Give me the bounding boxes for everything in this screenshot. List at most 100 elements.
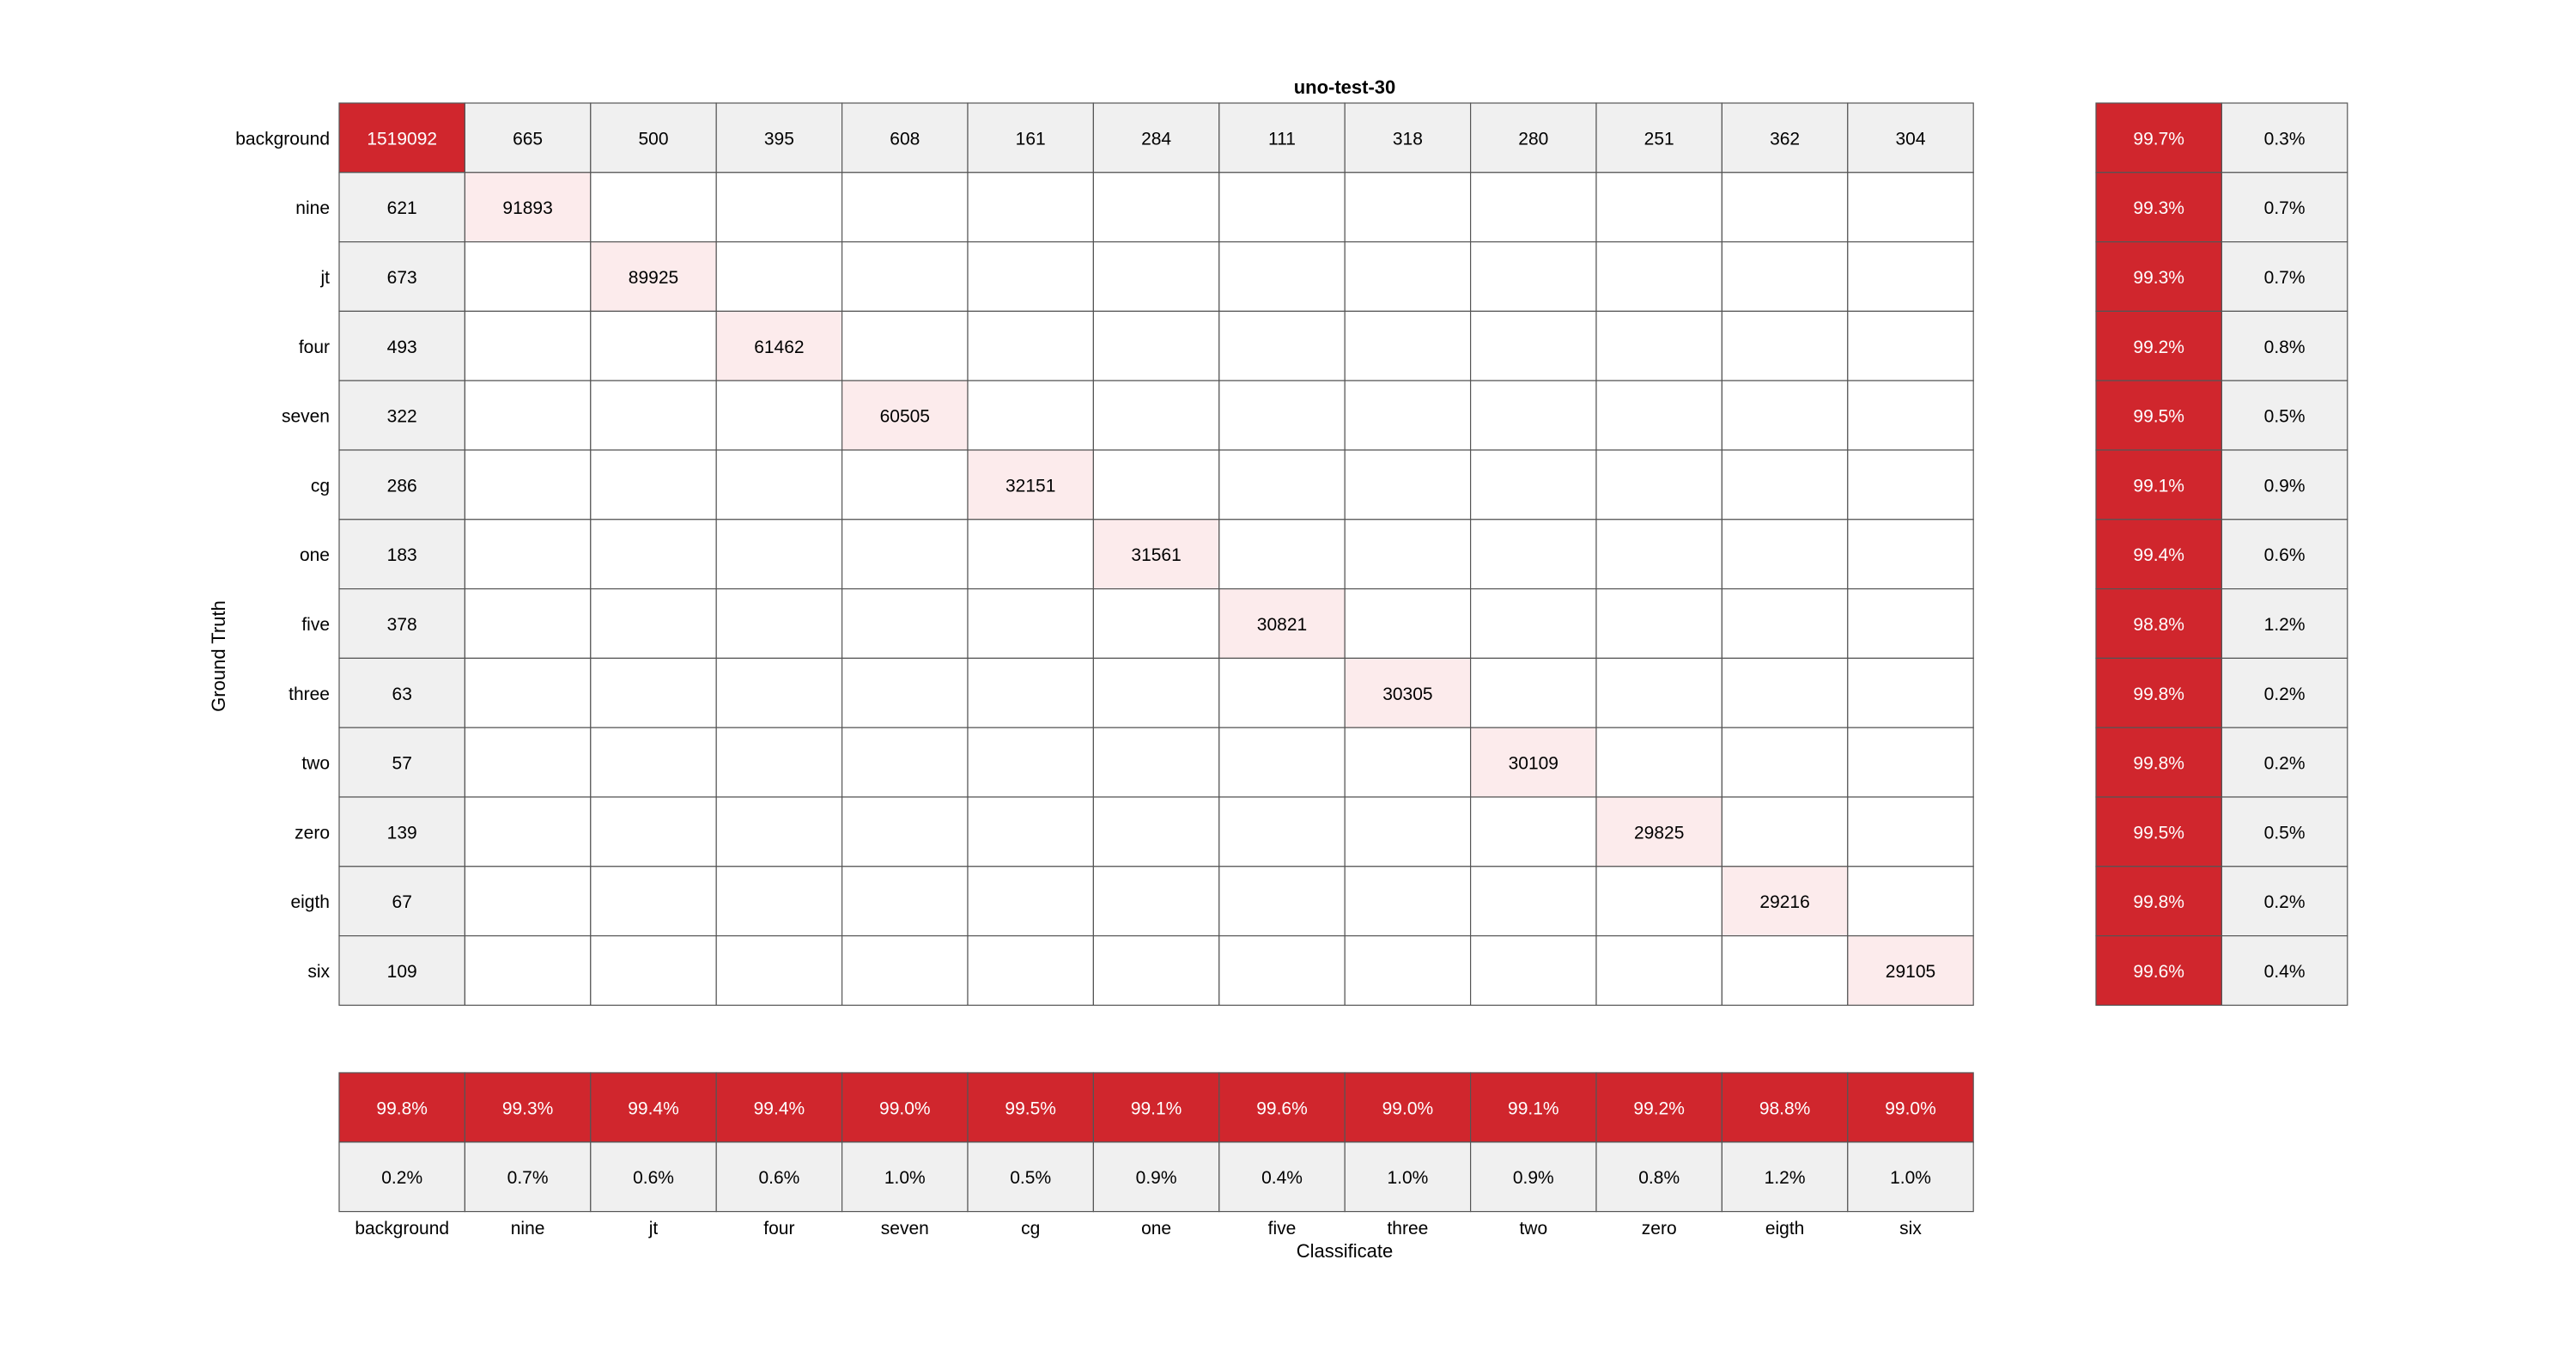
matrix-grid: 1519092 665 500 395 608 161 284 111 318 280 251 362… bbox=[338, 102, 1974, 1006]
row-summary-correct-cell-value: 98.8% bbox=[2133, 615, 2184, 635]
column-tick-label: three bbox=[1387, 1219, 1428, 1238]
matrix-cell bbox=[1344, 796, 1472, 867]
matrix-cell bbox=[1847, 934, 1974, 1006]
matrix-cell bbox=[464, 519, 592, 590]
matrix-cell bbox=[715, 172, 843, 243]
column-summary-incorrect-cell-value: 0.6% bbox=[758, 1168, 799, 1188]
matrix-cell bbox=[1218, 449, 1346, 520]
matrix-cell bbox=[590, 587, 717, 659]
matrix-cell bbox=[590, 380, 717, 451]
row-summary-incorrect-cell-value: 0.8% bbox=[2264, 338, 2306, 357]
matrix-cell bbox=[338, 934, 465, 1006]
matrix-cell bbox=[1595, 727, 1722, 798]
row-summary-incorrect-cell bbox=[2221, 796, 2348, 867]
matrix-cell bbox=[1218, 172, 1346, 243]
matrix-cell bbox=[967, 866, 1094, 937]
matrix-cell bbox=[1847, 172, 1974, 243]
row-summary-incorrect-cell-value: 0.4% bbox=[2264, 962, 2306, 982]
row-tick-label: eigth bbox=[290, 892, 330, 912]
column-summary-correct-cell bbox=[841, 1072, 969, 1143]
row-labels: background nine jt four seven cg one five three t… bbox=[235, 129, 330, 982]
matrix-cell-value: 30305 bbox=[1382, 685, 1432, 704]
matrix-cell bbox=[1218, 587, 1346, 659]
column-summary-incorrect-cell-value: 0.7% bbox=[507, 1168, 549, 1188]
row-summary-correct-cell-value: 99.4% bbox=[2133, 545, 2184, 565]
column-summary-correct-cell-value: 99.6% bbox=[1256, 1098, 1308, 1118]
matrix-cell-value: 500 bbox=[638, 129, 668, 149]
column-summary-correct-cell bbox=[1847, 1072, 1974, 1143]
matrix-cell bbox=[715, 380, 843, 451]
column-summary-incorrect-cell-value: 0.4% bbox=[1261, 1168, 1303, 1188]
column-summary-incorrect-cell bbox=[841, 1141, 969, 1213]
matrix-cell-value: 665 bbox=[513, 129, 543, 149]
matrix-cell bbox=[1218, 380, 1346, 451]
matrix-cell bbox=[590, 172, 717, 243]
column-tick-label: one bbox=[1141, 1219, 1171, 1238]
matrix-cell bbox=[1469, 934, 1597, 1006]
column-tick-label: four bbox=[763, 1219, 794, 1238]
matrix-cell bbox=[1847, 310, 1974, 381]
matrix-cell-value: 31561 bbox=[1131, 545, 1181, 565]
matrix-cell-value: 322 bbox=[387, 407, 417, 427]
row-summary-incorrect-cell bbox=[2221, 934, 2348, 1006]
matrix-cell bbox=[1595, 587, 1722, 659]
column-summary-correct-cell bbox=[715, 1072, 843, 1143]
matrix-cell bbox=[338, 310, 465, 381]
matrix-cell-value: 30821 bbox=[1257, 615, 1307, 635]
matrix-cell-value: 60505 bbox=[880, 407, 930, 427]
matrix-cell bbox=[1595, 866, 1722, 937]
matrix-cell-value: 61462 bbox=[754, 338, 804, 357]
row-summary-correct-cell bbox=[2095, 727, 2222, 798]
matrix-cell-value: 284 bbox=[1141, 129, 1171, 149]
matrix-cell bbox=[1092, 866, 1220, 937]
matrix-cell bbox=[338, 241, 465, 313]
matrix-cell-value: 183 bbox=[387, 545, 417, 565]
matrix-cell bbox=[1092, 519, 1220, 590]
matrix-cell-value: 29825 bbox=[1634, 823, 1684, 843]
row-summary-incorrect-cell bbox=[2221, 727, 2348, 798]
column-tick-label: six bbox=[1899, 1219, 1922, 1238]
row-tick-label: two bbox=[301, 754, 330, 774]
column-summary-incorrect-cell-value: 0.6% bbox=[633, 1168, 674, 1188]
column-summary-incorrect-cell bbox=[1847, 1141, 1974, 1213]
row-summary-correct-cell-value: 99.1% bbox=[2133, 476, 2184, 496]
column-summary-correct-cell bbox=[1092, 1072, 1220, 1143]
column-summary-correct-cell-value: 99.3% bbox=[502, 1098, 554, 1118]
row-summary-correct-cell bbox=[2095, 934, 2222, 1006]
matrix-cell bbox=[1092, 310, 1220, 381]
matrix-cell bbox=[1344, 866, 1472, 937]
column-tick-label: seven bbox=[881, 1219, 929, 1238]
column-summary-correct-cell-value: 99.0% bbox=[879, 1098, 931, 1118]
matrix-cell-value: 139 bbox=[387, 823, 417, 843]
matrix-cell-value: 395 bbox=[764, 129, 794, 149]
row-summary-correct-cell bbox=[2095, 380, 2222, 451]
row-summary-grid: 99.7% 0.3% 99.3% 0.7% 99.3% 0.7% 99.2% 0.8% 99.5… bbox=[2095, 102, 2348, 1006]
matrix-cell bbox=[1469, 796, 1597, 867]
matrix-cell bbox=[1721, 172, 1849, 243]
matrix-cell bbox=[967, 241, 1094, 313]
matrix-cell bbox=[1092, 172, 1220, 243]
matrix-cell bbox=[1218, 657, 1346, 728]
matrix-cell bbox=[841, 727, 969, 798]
column-summary-correct-cell bbox=[1721, 1072, 1849, 1143]
matrix-cell bbox=[967, 657, 1094, 728]
matrix-cell bbox=[1469, 657, 1597, 728]
column-summary-incorrect-cell-value: 0.5% bbox=[1010, 1168, 1051, 1188]
y-axis-label: Ground Truth bbox=[208, 600, 229, 712]
matrix-cell bbox=[841, 449, 969, 520]
matrix-cell bbox=[1469, 102, 1597, 173]
column-summary-correct-cell bbox=[464, 1072, 592, 1143]
matrix-cell bbox=[1344, 380, 1472, 451]
row-summary-correct-cell-value: 99.3% bbox=[2133, 198, 2184, 218]
matrix-cell bbox=[1721, 519, 1849, 590]
row-summary-incorrect-cell bbox=[2221, 519, 2348, 590]
matrix-cell bbox=[967, 796, 1094, 867]
matrix-cell bbox=[967, 587, 1094, 659]
matrix-cell-value: 378 bbox=[387, 615, 417, 635]
matrix-cell bbox=[841, 519, 969, 590]
matrix-cell bbox=[1847, 796, 1974, 867]
matrix-cell bbox=[1218, 727, 1346, 798]
matrix-cell-value: 89925 bbox=[629, 268, 678, 288]
matrix-cell bbox=[1847, 102, 1974, 173]
matrix-cell bbox=[841, 102, 969, 173]
